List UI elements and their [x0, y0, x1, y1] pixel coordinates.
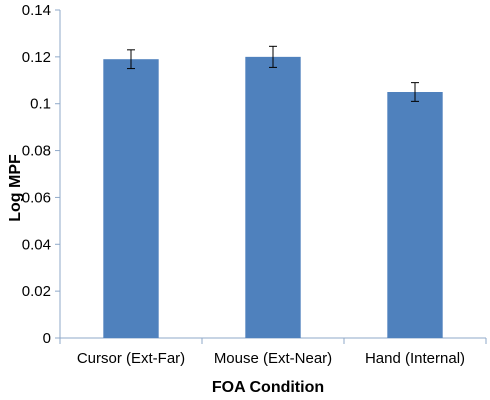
- category-label: Hand (Internal): [365, 350, 465, 367]
- bar: [103, 59, 159, 338]
- error-bars-group: [127, 45, 419, 102]
- x-axis-title: FOA Condition: [212, 379, 324, 396]
- y-tick-label: 0.06: [22, 189, 51, 206]
- y-tick-label: 0.1: [30, 96, 51, 113]
- error-bar: [127, 49, 135, 70]
- error-bar: [269, 45, 277, 68]
- bar: [387, 92, 443, 338]
- y-axis-title: Log MPF: [7, 154, 24, 222]
- category-labels: Cursor (Ext-Far) Mouse (Ext-Near) Hand (In…: [77, 350, 465, 367]
- bars-group: [103, 56, 443, 338]
- y-tick-label: 0.02: [22, 283, 51, 300]
- category-label: Mouse (Ext-Near): [214, 350, 332, 367]
- category-label: Cursor (Ext-Far): [77, 350, 185, 367]
- error-bar: [411, 82, 419, 102]
- x-axis-ticks: [59, 338, 487, 344]
- bar: [245, 56, 301, 338]
- y-tick-label: 0.08: [22, 143, 51, 160]
- y-tick-label: 0.14: [22, 2, 51, 19]
- y-axis-ticks: 0 0.02 0.04 0.06 0.08 0.1 0.12 0.14: [22, 2, 60, 347]
- y-tick-label: 0: [43, 330, 51, 347]
- y-tick-label: 0.04: [22, 236, 51, 253]
- y-tick-label: 0.12: [22, 49, 51, 66]
